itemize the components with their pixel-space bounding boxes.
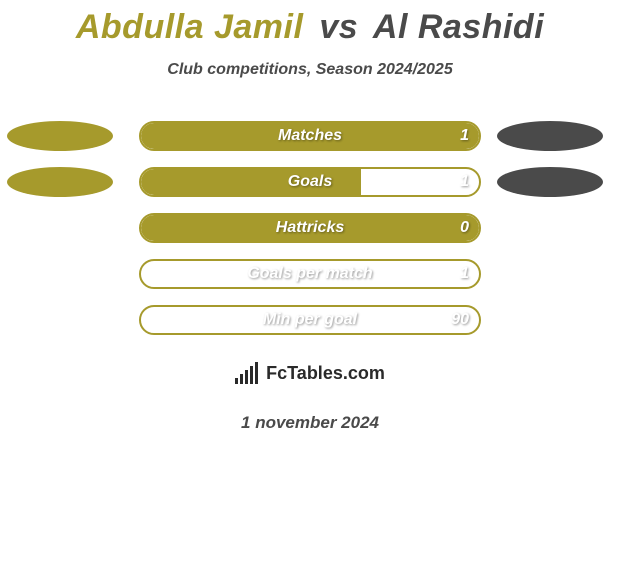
stat-bar: Matches 1 — [139, 121, 481, 151]
stat-row: Matches 1 — [0, 121, 620, 151]
stat-label: Min per goal — [263, 311, 357, 329]
fctables-logo: FcTables.com — [202, 351, 418, 395]
stat-label: Matches — [278, 127, 342, 145]
player1-name: Abdulla Jamil — [76, 8, 304, 46]
stat-bar: Goals 1 — [139, 167, 481, 197]
stat-row: Goals 1 — [0, 167, 620, 197]
stats-chart: Matches 1 Goals 1 Hattricks 0 Goals per match 1… — [0, 121, 620, 335]
vs-label: vs — [319, 8, 358, 46]
logo-bars-icon — [235, 362, 258, 384]
stat-value: 90 — [451, 311, 469, 329]
stat-value: 1 — [460, 173, 469, 191]
subtitle: Club competitions, Season 2024/2025 — [0, 61, 620, 79]
stat-bar: Min per goal 90 — [139, 305, 481, 335]
player2-name: Al Rashidi — [373, 8, 544, 46]
stat-label: Goals — [288, 173, 332, 191]
stat-bar: Hattricks 0 — [139, 213, 481, 243]
player2-marker — [497, 121, 603, 151]
logo-text: FcTables.com — [266, 363, 385, 384]
footer-date: 1 november 2024 — [0, 413, 620, 433]
stat-row: Hattricks 0 — [0, 213, 620, 243]
title: Abdulla Jamil vs Al Rashidi — [0, 0, 620, 47]
stat-value: 0 — [460, 219, 469, 237]
stat-label: Goals per match — [247, 265, 372, 283]
stat-bar: Goals per match 1 — [139, 259, 481, 289]
stat-row: Goals per match 1 — [0, 259, 620, 289]
stat-label: Hattricks — [276, 219, 344, 237]
player1-marker — [7, 121, 113, 151]
comparison-infographic: Abdulla Jamil vs Al Rashidi Club competi… — [0, 0, 620, 580]
stat-row: Min per goal 90 — [0, 305, 620, 335]
stat-value: 1 — [460, 127, 469, 145]
stat-value: 1 — [460, 265, 469, 283]
player2-marker — [497, 167, 603, 197]
player1-marker — [7, 167, 113, 197]
